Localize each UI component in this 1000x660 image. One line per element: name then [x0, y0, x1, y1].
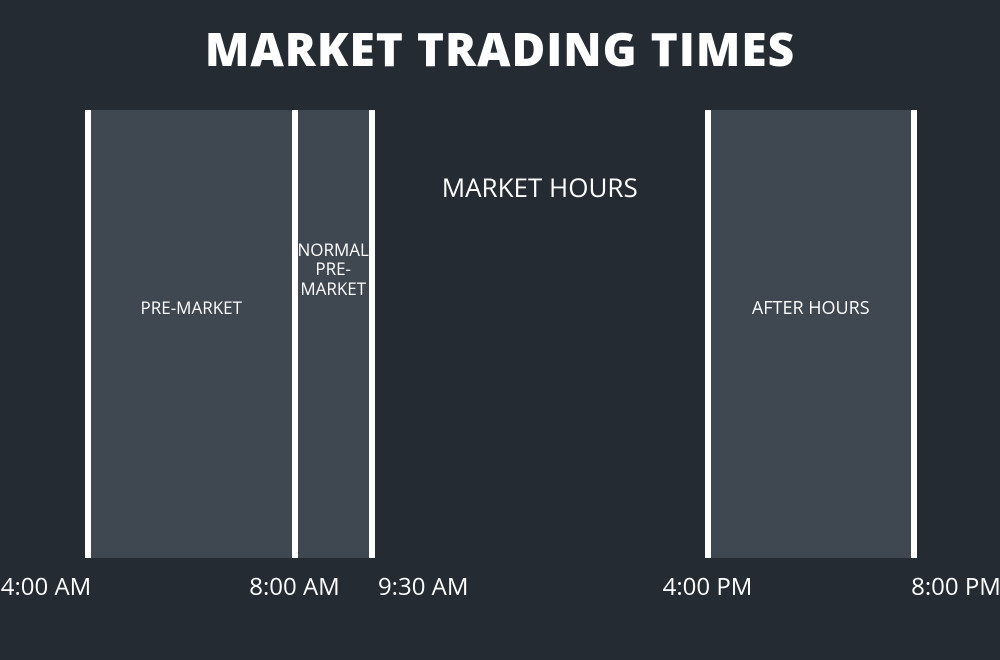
chart-title: MARKET TRADING TIMES — [0, 18, 1000, 80]
segment-label: AFTER HOURS — [708, 298, 915, 319]
segment: PRE-MARKET — [88, 110, 295, 558]
x-tick: 8:00 AM — [249, 570, 339, 603]
segment-label: MARKET HOURS — [372, 173, 708, 203]
plot-area: PRE-MARKETNORMAL PRE-MARKET MARKET HOURS A… — [88, 110, 914, 558]
x-tick: 4:00 PM — [663, 570, 753, 603]
trading-times-chart: MARKET TRADING TIMES PRE-MARKETNORMAL PR… — [0, 0, 1000, 660]
x-tick: 9:30 AM — [378, 570, 468, 603]
x-tick: 4:00 AM — [1, 570, 91, 603]
x-tick: 8:00 PM — [911, 570, 1000, 603]
divider-line — [292, 110, 298, 558]
segment: AFTER HOURS — [708, 110, 915, 558]
segment: MARKET HOURS — [372, 110, 708, 558]
divider-line — [369, 110, 375, 558]
segment-label: PRE-MARKET — [88, 298, 295, 318]
divider-line — [911, 110, 917, 558]
divider-line — [705, 110, 711, 558]
segment-label: NORMAL PRE-MARKET — [295, 240, 372, 299]
segment: NORMAL PRE-MARKET — [295, 110, 372, 558]
divider-line — [85, 110, 91, 558]
